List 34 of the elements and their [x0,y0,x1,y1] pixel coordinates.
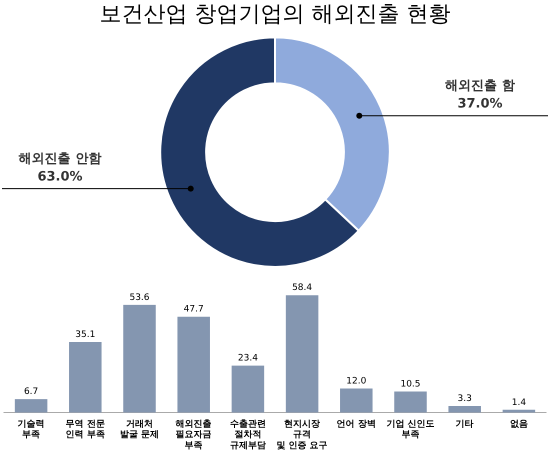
x-tick-label: 무역 전문 인력 부족 [66,419,105,440]
data-label: 47.7 [184,304,204,315]
bar [69,342,102,413]
data-label: 3.3 [458,394,472,404]
slice-label: 해외진출 함 [445,78,515,94]
x-tick-label: 없음 [510,419,528,430]
data-label: 1.4 [512,398,526,408]
x-tick-label: 수출관련 절차적 규제부담 [230,418,266,451]
bar [177,316,210,413]
x-tick-label: 기업 신인도 부족 [386,419,435,440]
data-label: 53.6 [129,292,150,303]
data-label: 12.0 [346,376,367,386]
data-label: 35.1 [75,330,96,340]
data-label: 37.0% [457,96,503,112]
data-label: 63.0% [37,170,83,185]
data-label: 23.4 [238,354,258,364]
data-label: 6.7 [24,387,38,398]
data-label: 58.4 [292,283,312,294]
slice-label: 해외진출 안함 [18,152,102,167]
x-tick-label: 거래처 발굴 문제 [120,419,160,440]
chart-title: 보건산업 창업기업의 해외진출 현황 [100,2,450,27]
bar [394,391,427,413]
bar [286,295,318,413]
bar [232,366,264,413]
bar [448,406,481,413]
x-tick-label: 해외진출 필요자금 부족 [176,418,212,451]
x-tick-label: 기타 [456,419,474,430]
data-label: 10.5 [400,379,421,390]
x-tick-label: 언어 장벽 [336,419,376,430]
bar [14,399,48,413]
x-tick-label: 현지시장 규격 및 인증 요구 [276,419,328,451]
bar [123,304,156,413]
bar [340,388,373,413]
x-tick-label: 기술력 부족 [18,419,45,440]
